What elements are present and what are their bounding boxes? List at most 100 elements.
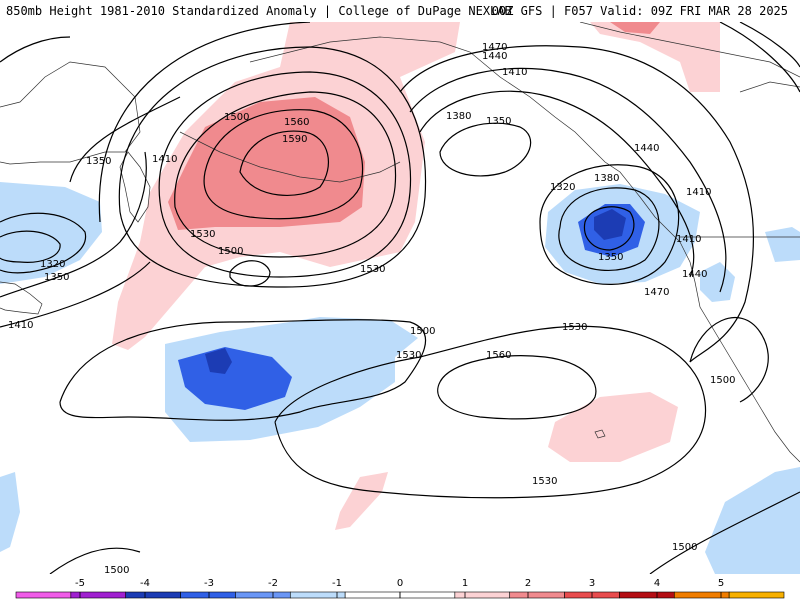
contour-1380-low xyxy=(539,164,680,285)
label-1530-center: 1530 xyxy=(360,264,385,275)
legend-swatch xyxy=(15,591,72,599)
negative-anomaly-bc-deep xyxy=(594,209,626,240)
negative-anomaly-southwest xyxy=(0,472,20,552)
negative-anomaly-east-2 xyxy=(765,227,800,262)
label-1440-east: 1440 xyxy=(634,143,659,154)
positive-anomaly-southeast xyxy=(548,392,678,462)
contour-1560-pacific xyxy=(437,355,597,420)
anomaly-shading xyxy=(0,22,800,574)
label-1560-pacific: 1560 xyxy=(486,350,511,361)
label-1350-gulf: 1350 xyxy=(486,116,511,127)
contour-1470-gulf xyxy=(399,45,755,363)
label-1380-gulf: 1380 xyxy=(446,111,471,122)
negative-anomaly-north-pacific-core xyxy=(178,347,292,410)
contour-1440-gulf xyxy=(409,67,727,293)
hawaii-islands xyxy=(594,429,606,439)
label-1410-coast: 1410 xyxy=(686,187,711,198)
model-run-info: 00Z GFS | F057 Valid: 09Z FRI MAR 28 202… xyxy=(491,4,788,18)
label-1440-top: 1440 xyxy=(482,51,507,62)
positive-anomaly-south xyxy=(335,472,388,530)
label-1500-mid: 1500 xyxy=(218,246,243,257)
legend-tick-label: -2 xyxy=(268,578,278,589)
label-1530-south: 1530 xyxy=(532,476,557,487)
coastlines xyxy=(0,22,800,463)
contour-1500-southwest xyxy=(49,547,141,574)
legend-tick-label: -3 xyxy=(204,578,214,589)
legend-tick-label: 0 xyxy=(397,578,403,589)
legend-swatch xyxy=(619,591,675,599)
label-1410-far-west: 1410 xyxy=(8,320,33,331)
contour-1530-south xyxy=(274,325,707,499)
label-1410-inland: 1410 xyxy=(676,234,701,245)
label-1590-high: 1590 xyxy=(282,134,307,145)
positive-anomaly-top xyxy=(590,22,720,92)
negative-anomaly-far-west xyxy=(0,182,102,284)
contour-1380-gulf xyxy=(439,122,532,177)
japan-coastline xyxy=(0,281,43,315)
contour-upper-right xyxy=(719,22,800,93)
hudson-bay-coast xyxy=(739,81,800,93)
label-1350-west: 1350 xyxy=(86,156,111,167)
contour-upper-left xyxy=(0,36,71,63)
contour-labels: 1500 1560 1590 1530 1500 1410 1350 1320 … xyxy=(8,42,735,574)
legend-swatch xyxy=(70,591,127,599)
legend-swatch xyxy=(344,591,401,599)
kamchatka-coastline xyxy=(119,151,151,223)
anomaly-map: 1500 1560 1590 1530 1500 1410 1350 1320 … xyxy=(0,22,800,574)
map-title: 850mb Height 1981-2010 Standardized Anom… xyxy=(6,4,512,18)
label-1500-ssw: 1500 xyxy=(672,542,697,553)
header-bar: 850mb Height 1981-2010 Standardized Anom… xyxy=(0,0,800,22)
legend-swatch xyxy=(399,591,456,599)
contour-1320-low xyxy=(583,206,635,251)
legend-tick-label: 5 xyxy=(718,578,724,589)
contour-1410-far-west xyxy=(0,151,147,298)
legend-tick-label: -4 xyxy=(140,578,150,589)
label-1320-far-west: 1320 xyxy=(40,259,65,270)
label-1500-se: 1500 xyxy=(710,375,735,386)
label-1410-west: 1410 xyxy=(152,154,177,165)
north-america-west-coast xyxy=(679,241,800,463)
label-1410-top: 1410 xyxy=(502,67,527,78)
aleutian-chain xyxy=(179,131,401,183)
contour-1590 xyxy=(239,130,329,196)
contour-1320-far-west xyxy=(0,230,61,263)
contour-upper-right-2 xyxy=(739,22,800,68)
label-1500-trough: 1500 xyxy=(410,326,435,337)
arctic-coastline xyxy=(579,22,800,78)
label-1530-mid-n: 1530 xyxy=(396,350,421,361)
alaska-coastline xyxy=(249,36,681,243)
legend-tick-label: 4 xyxy=(654,578,660,589)
contour-1530-high xyxy=(174,91,397,258)
positive-anomaly-core xyxy=(168,97,365,230)
positive-anomaly-top-core xyxy=(610,22,660,34)
contour-1500-trough xyxy=(59,319,427,421)
contour-1500-southeast xyxy=(649,491,800,574)
label-1470-top: 1470 xyxy=(482,42,507,53)
label-1350-low-s: 1350 xyxy=(598,252,623,263)
label-1560-high: 1560 xyxy=(284,117,309,128)
legend-tick-label: 3 xyxy=(589,578,595,589)
contour-1410-gulf xyxy=(419,90,695,278)
contour-1470-ring xyxy=(118,46,427,288)
label-1350-far-west: 1350 xyxy=(44,272,69,283)
contour-1350-far-west xyxy=(0,212,87,274)
label-1500-sw: 1500 xyxy=(104,565,129,574)
legend-tick-label: 1 xyxy=(462,578,468,589)
contour-1500-ring xyxy=(158,71,412,278)
contour-1560 xyxy=(203,109,364,220)
height-contours xyxy=(0,22,800,574)
negative-anomaly-east-1 xyxy=(700,262,735,302)
asia-coastline xyxy=(0,61,141,165)
legend-tick-label: -1 xyxy=(332,578,342,589)
legend-colorbar: -5 -4 -3 -2 -1 0 1 2 3 4 5 xyxy=(15,578,785,599)
legend-swatch xyxy=(125,591,181,599)
label-1530-high-w: 1530 xyxy=(190,229,215,240)
legend-swatch xyxy=(235,591,291,599)
map-canvas: 1500 1560 1590 1530 1500 1410 1350 1320 … xyxy=(0,22,800,574)
contour-1500-east xyxy=(689,316,769,403)
legend-tick-label: 2 xyxy=(525,578,531,589)
contour-1500-small xyxy=(229,260,271,287)
legend-tick-label: -5 xyxy=(75,578,85,589)
label-1500-nw: 1500 xyxy=(224,112,249,123)
legend-swatch xyxy=(180,591,236,599)
